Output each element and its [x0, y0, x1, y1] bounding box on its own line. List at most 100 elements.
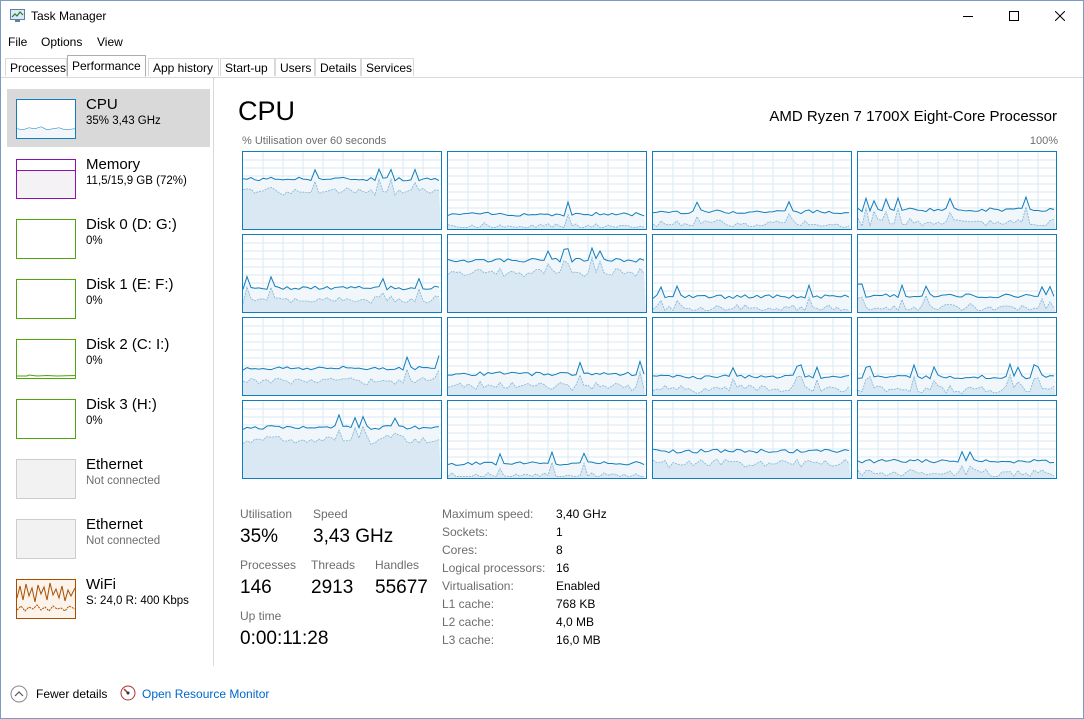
logical-processor-graph [242, 400, 442, 479]
sidebar-item-cpu[interactable]: CPU 35% 3,43 GHz [7, 89, 210, 147]
page-title: CPU [238, 96, 296, 126]
tab-bar: Processes Performance App history Start-… [1, 55, 1083, 78]
tab-services[interactable]: Services [361, 58, 414, 76]
threads-value: 2913 [311, 577, 354, 598]
tab-start-up[interactable]: Start-up [220, 58, 275, 76]
sidebar-item-label: Ethernet [86, 516, 143, 533]
graph-axis-max: 100% [1029, 135, 1058, 147]
spec-label: L2 cache: [442, 615, 495, 629]
spec-label: Virtualisation: [442, 579, 514, 593]
sidebar-item-value: Not connected [86, 535, 161, 547]
tab-users[interactable]: Users [275, 58, 315, 76]
sidebar-item-value: S: 24,0 R: 400 Kbps [86, 595, 189, 607]
logical-processor-graph [857, 234, 1057, 313]
close-button[interactable] [1037, 1, 1083, 31]
sidebar-item-memory[interactable]: Memory 11,5/15,9 GB (72%) [7, 149, 210, 207]
menu-file[interactable]: File [8, 35, 28, 49]
spec-value: Enabled [556, 579, 601, 593]
menu-bar: File Options View [1, 32, 1083, 52]
logical-processor-graph [242, 151, 442, 230]
sidebar-item-value: 11,5/15,9 GB (72%) [86, 175, 187, 187]
graph-axis-label: % Utilisation over 60 seconds [242, 135, 387, 147]
handles-label: Handles [375, 558, 420, 572]
processes-label: Processes [240, 558, 297, 572]
spec-label: L3 cache: [442, 633, 495, 647]
sidebar-item-disk-0[interactable]: Disk 0 (D: G:) 0% [7, 209, 210, 267]
logical-processor-graph [447, 151, 647, 230]
tab-details[interactable]: Details [315, 58, 361, 76]
resource-monitor-icon [120, 685, 136, 704]
spec-label: Maximum speed: [442, 507, 534, 521]
logical-processor-graph [652, 234, 852, 313]
minimize-icon [963, 16, 973, 17]
sidebar-item-disk-1[interactable]: Disk 1 (E: F:) 0% [7, 269, 210, 327]
logical-processor-graph [857, 151, 1057, 230]
logical-processor-graph [857, 400, 1057, 479]
sidebar-item-value: 0% [86, 295, 103, 307]
sidebar-item-label: CPU [86, 96, 118, 113]
ethernet-graph-icon [16, 519, 76, 559]
uptime-value: 0:00:11:28 [240, 628, 329, 649]
maximize-button[interactable] [991, 1, 1037, 31]
spec-label: L1 cache: [442, 597, 495, 611]
disk-graph-icon [16, 339, 76, 379]
sidebar-item-label: Memory [86, 156, 141, 173]
tab-app-history[interactable]: App history [148, 58, 219, 76]
sidebar-item-value: Not connected [86, 475, 161, 487]
spec-value: 1 [556, 525, 563, 539]
performance-panel: CPU AMD Ryzen 7 1700X Eight-Core Process… [214, 78, 1083, 666]
menu-view[interactable]: View [97, 35, 123, 49]
disk-graph-icon [16, 279, 76, 319]
title-bar[interactable]: Task Manager [1, 1, 1083, 31]
logical-processor-graph [242, 317, 442, 396]
resource-sidebar: CPU 35% 3,43 GHz Memory 11,5/15,9 GB (72… [1, 78, 214, 666]
processes-value: 146 [240, 577, 272, 598]
sidebar-item-ethernet-2[interactable]: Ethernet Not connected [7, 509, 210, 567]
chevron-up-icon[interactable] [10, 685, 28, 706]
logical-processor-graph [242, 234, 442, 313]
spec-value: 4,0 MB [556, 615, 595, 629]
sidebar-item-label: Disk 0 (D: G:) [86, 216, 177, 233]
open-resource-monitor-link[interactable]: Open Resource Monitor [142, 687, 270, 701]
logical-processor-graph [447, 234, 647, 313]
logical-processor-graphs [242, 151, 1058, 482]
tab-processes[interactable]: Processes [5, 58, 67, 76]
sidebar-item-label: WiFi [86, 576, 116, 593]
tab-performance[interactable]: Performance [67, 55, 146, 77]
spec-value: 16 [556, 561, 570, 575]
spec-value: 8 [556, 543, 563, 557]
close-icon [1055, 11, 1065, 21]
spec-value: 3,40 GHz [556, 507, 607, 521]
speed-value: 3,43 GHz [313, 526, 394, 547]
logical-processor-graph [857, 317, 1057, 396]
sidebar-item-value: 0% [86, 415, 103, 427]
fewer-details-button[interactable]: Fewer details [36, 687, 108, 701]
minimize-button[interactable] [945, 1, 991, 31]
processor-name: AMD Ryzen 7 1700X Eight-Core Processor [769, 108, 1057, 125]
cpu-graph-icon [16, 99, 76, 139]
logical-processor-graph [652, 317, 852, 396]
uptime-label: Up time [240, 609, 282, 623]
sidebar-item-ethernet-1[interactable]: Ethernet Not connected [7, 449, 210, 507]
menu-options[interactable]: Options [41, 35, 83, 49]
disk-graph-icon [16, 399, 76, 439]
spec-label: Sockets: [442, 525, 489, 539]
sidebar-item-label: Disk 1 (E: F:) [86, 276, 174, 293]
disk-graph-icon [16, 219, 76, 259]
ethernet-graph-icon [16, 459, 76, 499]
memory-graph-icon [16, 159, 76, 199]
utilisation-label: Utilisation [240, 507, 293, 521]
sidebar-item-label: Disk 3 (H:) [86, 396, 157, 413]
maximize-icon [1009, 11, 1019, 21]
speed-label: Speed [313, 507, 348, 521]
spec-value: 768 KB [556, 597, 596, 611]
sidebar-item-value: 35% 3,43 GHz [86, 115, 161, 127]
sidebar-item-disk-3[interactable]: Disk 3 (H:) 0% [7, 389, 210, 447]
spec-label: Cores: [442, 543, 478, 557]
sidebar-item-disk-2[interactable]: Disk 2 (C: I:) 0% [7, 329, 210, 387]
sidebar-item-wifi[interactable]: WiFi S: 24,0 R: 400 Kbps [7, 569, 210, 627]
logical-processor-graph [447, 400, 647, 479]
handles-value: 55677 [375, 577, 428, 598]
logical-processor-graph [652, 151, 852, 230]
